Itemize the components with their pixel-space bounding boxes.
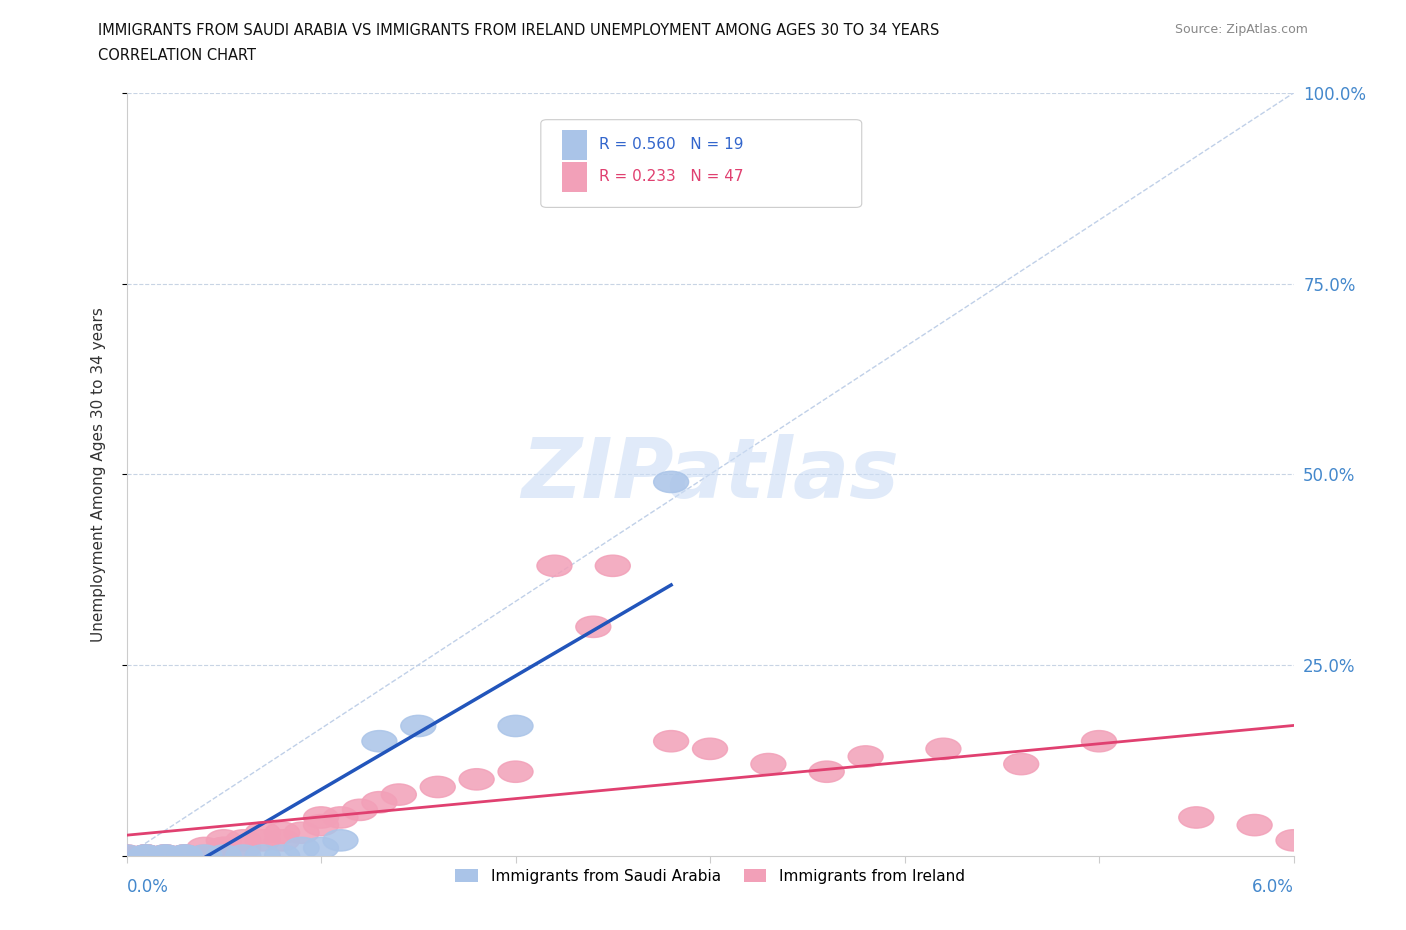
Ellipse shape xyxy=(226,830,260,851)
Ellipse shape xyxy=(207,830,242,851)
Ellipse shape xyxy=(343,799,377,820)
Text: R = 0.560   N = 19: R = 0.560 N = 19 xyxy=(599,138,744,153)
Ellipse shape xyxy=(148,845,183,866)
Ellipse shape xyxy=(128,845,163,866)
Ellipse shape xyxy=(460,769,494,790)
Ellipse shape xyxy=(498,715,533,737)
Ellipse shape xyxy=(498,761,533,782)
Ellipse shape xyxy=(226,837,260,858)
Ellipse shape xyxy=(420,777,456,798)
FancyBboxPatch shape xyxy=(562,162,588,193)
Ellipse shape xyxy=(1004,753,1039,775)
Ellipse shape xyxy=(207,845,242,866)
Ellipse shape xyxy=(264,845,299,866)
Ellipse shape xyxy=(264,822,299,844)
Ellipse shape xyxy=(128,845,163,866)
Ellipse shape xyxy=(810,761,844,782)
Ellipse shape xyxy=(167,845,202,866)
Ellipse shape xyxy=(361,791,396,813)
Ellipse shape xyxy=(167,845,202,866)
Ellipse shape xyxy=(284,837,319,858)
Ellipse shape xyxy=(245,830,280,851)
Ellipse shape xyxy=(148,845,183,866)
Ellipse shape xyxy=(323,807,359,828)
Ellipse shape xyxy=(595,555,630,577)
Ellipse shape xyxy=(148,845,183,866)
Ellipse shape xyxy=(401,715,436,737)
Ellipse shape xyxy=(110,845,143,866)
Ellipse shape xyxy=(1178,807,1213,828)
Ellipse shape xyxy=(361,731,396,751)
Ellipse shape xyxy=(576,617,610,637)
Ellipse shape xyxy=(751,753,786,775)
FancyBboxPatch shape xyxy=(562,129,588,160)
Text: ZIPatlas: ZIPatlas xyxy=(522,433,898,515)
Text: IMMIGRANTS FROM SAUDI ARABIA VS IMMIGRANTS FROM IRELAND UNEMPLOYMENT AMONG AGES : IMMIGRANTS FROM SAUDI ARABIA VS IMMIGRAN… xyxy=(98,23,939,38)
Legend: Immigrants from Saudi Arabia, Immigrants from Ireland: Immigrants from Saudi Arabia, Immigrants… xyxy=(450,863,970,890)
Ellipse shape xyxy=(284,822,319,844)
Ellipse shape xyxy=(264,830,299,851)
Ellipse shape xyxy=(167,845,202,866)
Ellipse shape xyxy=(245,845,280,866)
Text: CORRELATION CHART: CORRELATION CHART xyxy=(98,48,256,63)
Ellipse shape xyxy=(304,807,339,828)
Ellipse shape xyxy=(323,830,359,851)
Ellipse shape xyxy=(167,845,202,866)
Ellipse shape xyxy=(128,845,163,866)
Ellipse shape xyxy=(226,845,260,866)
Ellipse shape xyxy=(148,845,183,866)
Ellipse shape xyxy=(381,784,416,805)
Ellipse shape xyxy=(207,837,242,858)
Ellipse shape xyxy=(848,746,883,767)
Ellipse shape xyxy=(654,731,689,751)
Ellipse shape xyxy=(245,822,280,844)
Ellipse shape xyxy=(128,845,163,866)
Ellipse shape xyxy=(1277,830,1310,851)
Text: 6.0%: 6.0% xyxy=(1251,879,1294,897)
Ellipse shape xyxy=(304,815,339,836)
Ellipse shape xyxy=(187,845,222,866)
Ellipse shape xyxy=(167,845,202,866)
Ellipse shape xyxy=(927,738,960,760)
Ellipse shape xyxy=(537,555,572,577)
Text: Source: ZipAtlas.com: Source: ZipAtlas.com xyxy=(1174,23,1308,36)
Ellipse shape xyxy=(187,837,222,858)
Ellipse shape xyxy=(110,845,143,866)
Text: 0.0%: 0.0% xyxy=(127,879,169,897)
Ellipse shape xyxy=(1237,815,1272,836)
FancyBboxPatch shape xyxy=(541,120,862,207)
Ellipse shape xyxy=(1081,731,1116,751)
Ellipse shape xyxy=(654,472,689,493)
Ellipse shape xyxy=(304,837,339,858)
Y-axis label: Unemployment Among Ages 30 to 34 years: Unemployment Among Ages 30 to 34 years xyxy=(91,307,105,642)
Ellipse shape xyxy=(187,845,222,866)
Ellipse shape xyxy=(693,738,727,760)
Ellipse shape xyxy=(110,845,143,866)
Ellipse shape xyxy=(128,845,163,866)
Text: R = 0.233   N = 47: R = 0.233 N = 47 xyxy=(599,169,744,184)
Ellipse shape xyxy=(148,845,183,866)
Ellipse shape xyxy=(207,837,242,858)
Ellipse shape xyxy=(128,845,163,866)
